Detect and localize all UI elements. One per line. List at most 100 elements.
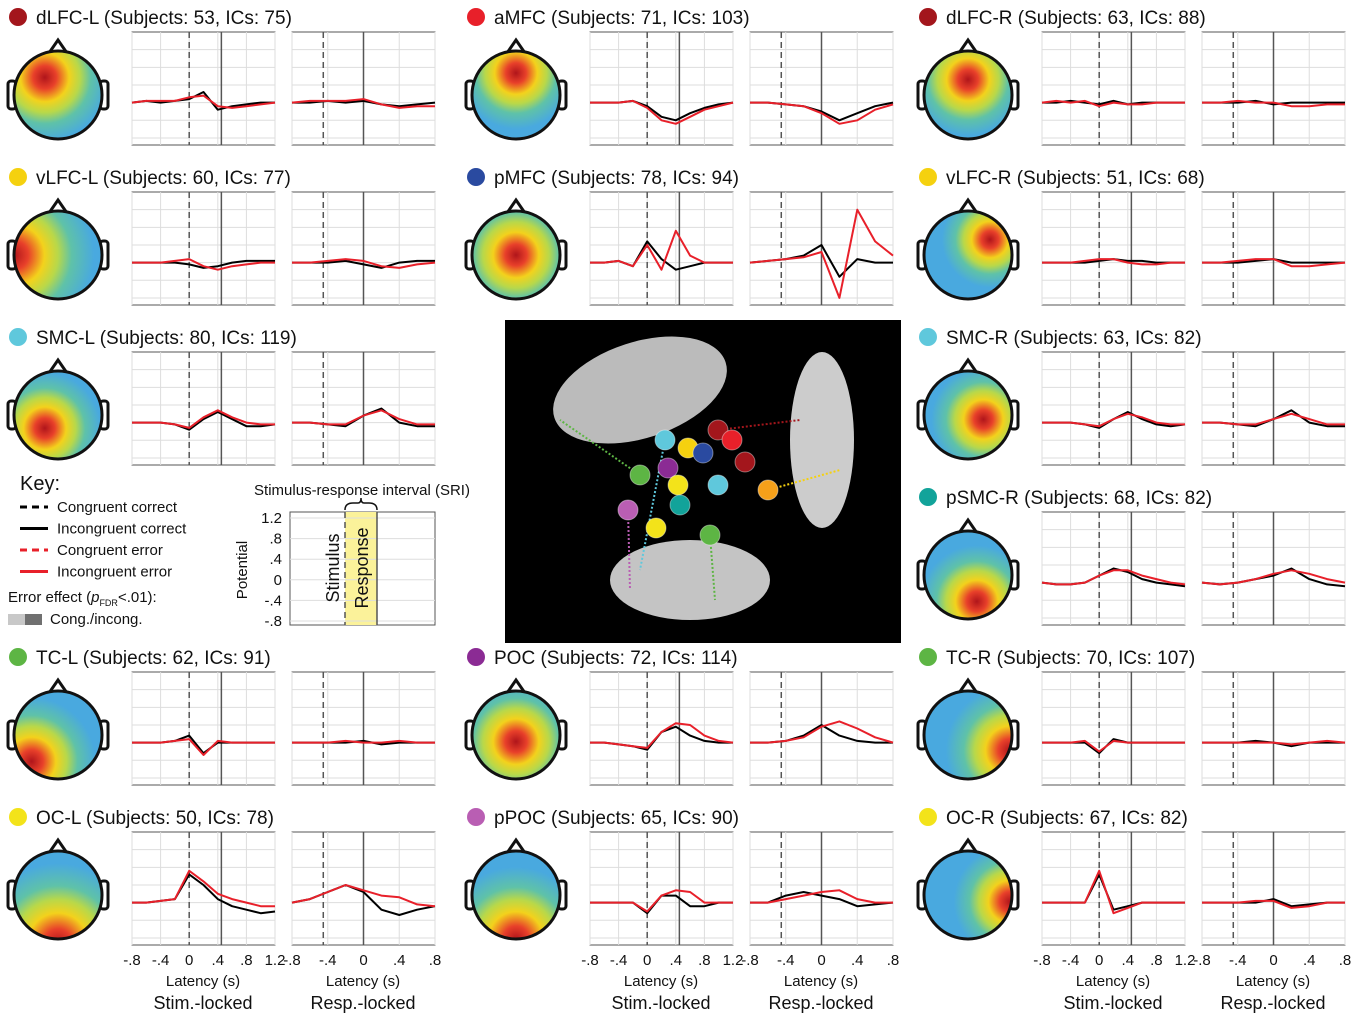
y-tick-label: .4 xyxy=(269,551,282,568)
waveform xyxy=(1202,258,1346,268)
plot-frame xyxy=(1041,351,1186,466)
x-tick-label: 1.2 xyxy=(265,952,286,969)
waveform xyxy=(1042,258,1185,266)
x-tick-label: -.8 xyxy=(741,952,759,969)
panel-title: dLFC-R (Subjects: 63, ICs: 88) xyxy=(946,8,1206,29)
plot-frame xyxy=(131,351,276,466)
panel-title: POC (Subjects: 72, ICs: 114) xyxy=(494,648,738,669)
waveform xyxy=(1042,412,1185,428)
x-axis-label: Latency (s) xyxy=(1236,973,1310,990)
waveform xyxy=(1041,569,1186,586)
x-tick-label: -.8 xyxy=(1033,952,1051,969)
y-tick-label: -.8 xyxy=(264,613,282,630)
scalp-map xyxy=(922,49,1014,141)
error-effect-part: FDR xyxy=(99,598,118,608)
waveform xyxy=(1201,569,1346,586)
plot-frame xyxy=(1041,671,1186,786)
waveform xyxy=(1041,99,1185,108)
panel-title: vLFC-R (Subjects: 51, ICs: 68) xyxy=(946,168,1205,189)
waveform xyxy=(292,409,435,426)
plot-frame xyxy=(589,831,734,946)
x-tick-label: .8 xyxy=(1339,952,1352,969)
panel-title: vLFC-L (Subjects: 60, ICs: 77) xyxy=(36,168,291,189)
waveform xyxy=(291,98,435,109)
plot-frame xyxy=(589,671,734,786)
waveform xyxy=(750,720,894,744)
x-tick-label: -.8 xyxy=(581,952,599,969)
plot-frame xyxy=(1041,31,1186,146)
scalp-map xyxy=(470,689,562,781)
error-effect-label: Error effect (pFDR<.01): xyxy=(8,589,157,608)
key-title: Key: xyxy=(20,473,60,495)
x-tick-label: .8 xyxy=(429,952,442,969)
locking-label: Stim.-locked xyxy=(611,993,710,1013)
x-axis-label: Latency (s) xyxy=(1076,973,1150,990)
region-dot xyxy=(9,328,27,346)
waveform xyxy=(1202,899,1345,909)
sri-interval xyxy=(345,512,377,625)
x-tick-label: -.4 xyxy=(1229,952,1247,969)
key-label: Congruent correct xyxy=(57,499,178,516)
scalp-map xyxy=(12,369,104,461)
y-tick-label: 0 xyxy=(274,572,282,589)
x-tick-label: -.8 xyxy=(283,952,301,969)
panel-title: SMC-L (Subjects: 80, ICs: 119) xyxy=(36,328,297,349)
panel-title: SMC-R (Subjects: 63, ICs: 82) xyxy=(946,328,1202,349)
waveform xyxy=(131,91,275,111)
x-axis-label: Latency (s) xyxy=(326,973,400,990)
scalp-map xyxy=(470,209,562,301)
waveform xyxy=(132,409,275,429)
error-effect-part: p xyxy=(90,589,99,606)
key-label: Congruent error xyxy=(57,542,163,559)
panel-title: OC-R (Subjects: 67, ICs: 82) xyxy=(946,808,1188,829)
scalp-map xyxy=(12,689,104,781)
waveform xyxy=(292,99,436,108)
plot-frame xyxy=(131,831,276,946)
scalp-map xyxy=(470,49,562,141)
y-axis-label: Potential xyxy=(234,541,251,599)
error-effect-part: <.01): xyxy=(118,589,157,606)
waveform xyxy=(590,722,734,749)
x-tick-label: 0 xyxy=(1269,952,1277,969)
key-label: Incongruent correct xyxy=(57,521,187,538)
x-tick-label: -.4 xyxy=(319,952,337,969)
waveform xyxy=(749,208,894,299)
x-tick-label: 0 xyxy=(1095,952,1103,969)
x-tick-label: -.8 xyxy=(123,952,141,969)
region-dot xyxy=(9,168,27,186)
y-tick-label: 1.2 xyxy=(261,510,282,527)
stimulus-label: Stimulus xyxy=(323,533,343,602)
x-axis-label: Latency (s) xyxy=(624,973,698,990)
x-axis-label: Latency (s) xyxy=(166,973,240,990)
panel-title: pPOC (Subjects: 65, ICs: 90) xyxy=(494,808,739,829)
waveform xyxy=(1042,869,1185,915)
key-label: Incongruent error xyxy=(57,564,172,581)
plot-frame xyxy=(131,191,276,306)
x-tick-label: 0 xyxy=(817,952,825,969)
waveform xyxy=(1202,412,1345,426)
x-tick-label: .8 xyxy=(1150,952,1163,969)
x-tick-label: .4 xyxy=(851,952,864,969)
x-tick-label: .4 xyxy=(1122,952,1135,969)
x-tick-label: -.4 xyxy=(152,952,170,969)
x-tick-label: .8 xyxy=(698,952,711,969)
plot-frame xyxy=(589,191,734,306)
region-dot xyxy=(9,648,27,666)
panel-title: pSMC-R (Subjects: 68, ICs: 82) xyxy=(946,488,1212,509)
x-tick-label: .4 xyxy=(670,952,683,969)
region-dot xyxy=(919,8,937,26)
waveform xyxy=(590,229,733,271)
scalp-map xyxy=(922,689,1014,781)
x-tick-label: .4 xyxy=(212,952,225,969)
waveform xyxy=(292,739,435,744)
scalp-map xyxy=(922,369,1014,461)
locking-label: Resp.-locked xyxy=(310,993,415,1013)
region-dot xyxy=(467,808,485,826)
waveform xyxy=(132,869,275,908)
locking-label: Resp.-locked xyxy=(1220,993,1325,1013)
locking-label: Stim.-locked xyxy=(1063,993,1162,1013)
x-tick-label: 0 xyxy=(185,952,193,969)
plot-frame xyxy=(589,31,734,146)
